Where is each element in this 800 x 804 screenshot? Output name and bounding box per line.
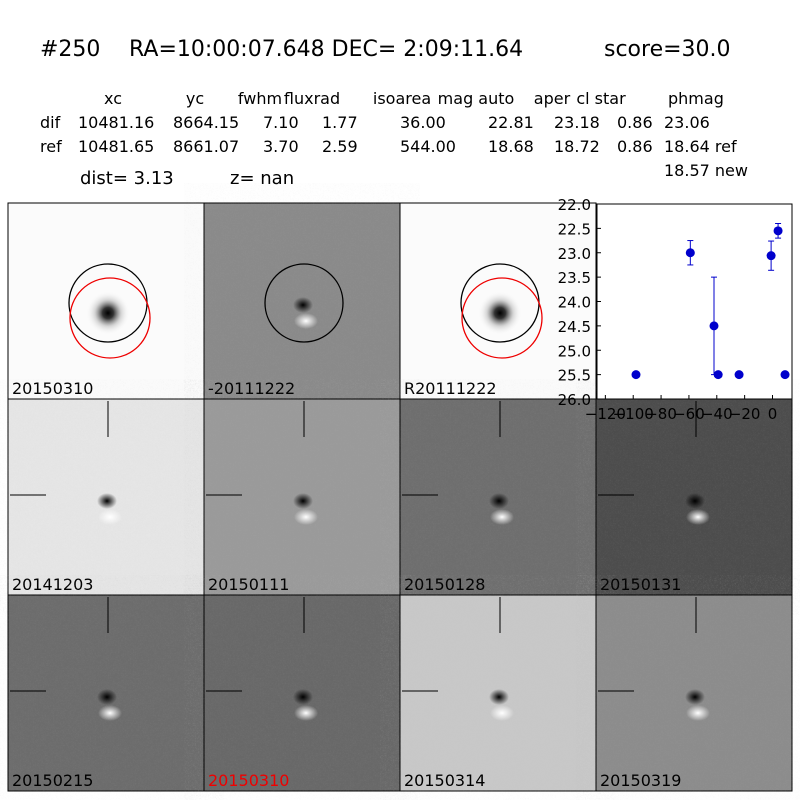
table-cell: 10481.16: [78, 113, 154, 132]
panel-label: 20150131: [600, 575, 681, 594]
table-cell: 544.00: [400, 137, 456, 156]
panel-label: 20141203: [12, 575, 93, 594]
dipole-pos: [294, 313, 318, 329]
point: [685, 248, 695, 258]
x-tick-label: −120: [585, 405, 626, 423]
column-header: fwhm: [238, 89, 282, 108]
panel-label: 20150215: [12, 771, 93, 790]
dipole-pos: [490, 705, 514, 721]
point: [734, 370, 744, 380]
y-tick-label: 26.0: [558, 391, 591, 409]
y-tick-label: 24.0: [558, 294, 591, 312]
point: [766, 251, 776, 261]
panel-label: 20150128: [404, 575, 485, 594]
table-cell: 7.10: [263, 113, 299, 132]
table-cell: 18.68: [488, 137, 534, 156]
dipole-pos: [98, 509, 122, 525]
star: [86, 291, 130, 335]
table-cell: 3.70: [263, 137, 299, 156]
table-cell: 18.72: [554, 137, 600, 156]
dist: dist= 3.13: [80, 168, 174, 189]
table-cell: 22.81: [488, 113, 534, 132]
panel-label: 20150310: [208, 771, 289, 790]
coords: RA=10:00:07.648 DEC= 2:09:11.64: [129, 37, 523, 62]
dipole-neg: [293, 297, 313, 313]
new-mag: 18.57 new: [664, 161, 748, 180]
column-header: cl star: [576, 89, 626, 108]
point: [709, 321, 719, 331]
x-tick-label: 0: [768, 405, 778, 423]
panel-label: R20111222: [404, 379, 497, 398]
dipole-neg: [293, 689, 313, 705]
table-cell: 18.64 ref: [664, 137, 737, 156]
point: [713, 370, 723, 380]
table-cell: 1.77: [322, 113, 358, 132]
plot-area: [596, 203, 793, 400]
y-tick-label: 23.0: [558, 245, 591, 263]
table-cell: 0.86: [617, 137, 653, 156]
table-cell: dif: [40, 113, 61, 132]
dipole-neg: [97, 689, 117, 705]
y-tick-label: 25.0: [558, 342, 591, 360]
panel-label: -20111222: [208, 379, 295, 398]
panel-label: 20150310: [12, 379, 93, 398]
dipole-neg: [293, 493, 313, 509]
table-cell: 0.86: [617, 113, 653, 132]
table-cell: 2.59: [322, 137, 358, 156]
x-tick-label: −20: [729, 405, 761, 423]
table-cell: 23.06: [664, 113, 710, 132]
table-cell: 10481.65: [78, 137, 154, 156]
dipole-pos: [490, 509, 514, 525]
x-tick-label: −40: [701, 405, 733, 423]
y-tick-label: 22.5: [558, 220, 591, 238]
panel-label: 20150314: [404, 771, 485, 790]
y-tick-label: 22.0: [558, 196, 591, 214]
aperture: [264, 263, 344, 343]
column-header: isoarea: [373, 89, 431, 108]
table-cell: 8664.15: [173, 113, 239, 132]
y-tick-label: 25.5: [558, 367, 591, 385]
star: [478, 291, 522, 335]
aperture-ref: [461, 277, 543, 359]
dipole-pos: [686, 705, 710, 721]
dipole-pos: [294, 509, 318, 525]
table-cell: 8661.07: [173, 137, 239, 156]
column-header: yc: [186, 89, 204, 108]
dipole-neg: [97, 493, 117, 509]
column-header: fluxrad: [284, 89, 340, 108]
dipole-neg: [685, 493, 705, 509]
panel-label: 20150111: [208, 575, 289, 594]
column-header: aper: [534, 89, 571, 108]
dipole-neg: [489, 689, 509, 705]
z: z= nan: [230, 168, 294, 189]
point: [773, 226, 783, 236]
x-tick-label: −100: [613, 405, 654, 423]
column-header: xc: [104, 89, 122, 108]
table-cell: ref: [40, 137, 62, 156]
dipole-pos: [686, 509, 710, 525]
column-header: phmag: [668, 89, 724, 108]
dipole-neg: [489, 493, 509, 509]
object-id: #250: [40, 37, 100, 62]
dipole-pos: [294, 705, 318, 721]
column-header: mag auto: [438, 89, 515, 108]
point: [780, 370, 790, 380]
score: score=30.0: [604, 37, 731, 62]
table-cell: 23.18: [554, 113, 600, 132]
dipole-neg: [685, 689, 705, 705]
dipole-pos: [98, 705, 122, 721]
table-cell: 36.00: [400, 113, 446, 132]
x-tick-label: −60: [673, 405, 705, 423]
y-tick-label: 23.5: [558, 269, 591, 287]
point: [631, 370, 641, 380]
y-tick-label: 24.5: [558, 318, 591, 336]
x-tick-label: −80: [645, 405, 677, 423]
aperture-ref: [69, 277, 151, 359]
panel-label: 20150319: [600, 771, 681, 790]
